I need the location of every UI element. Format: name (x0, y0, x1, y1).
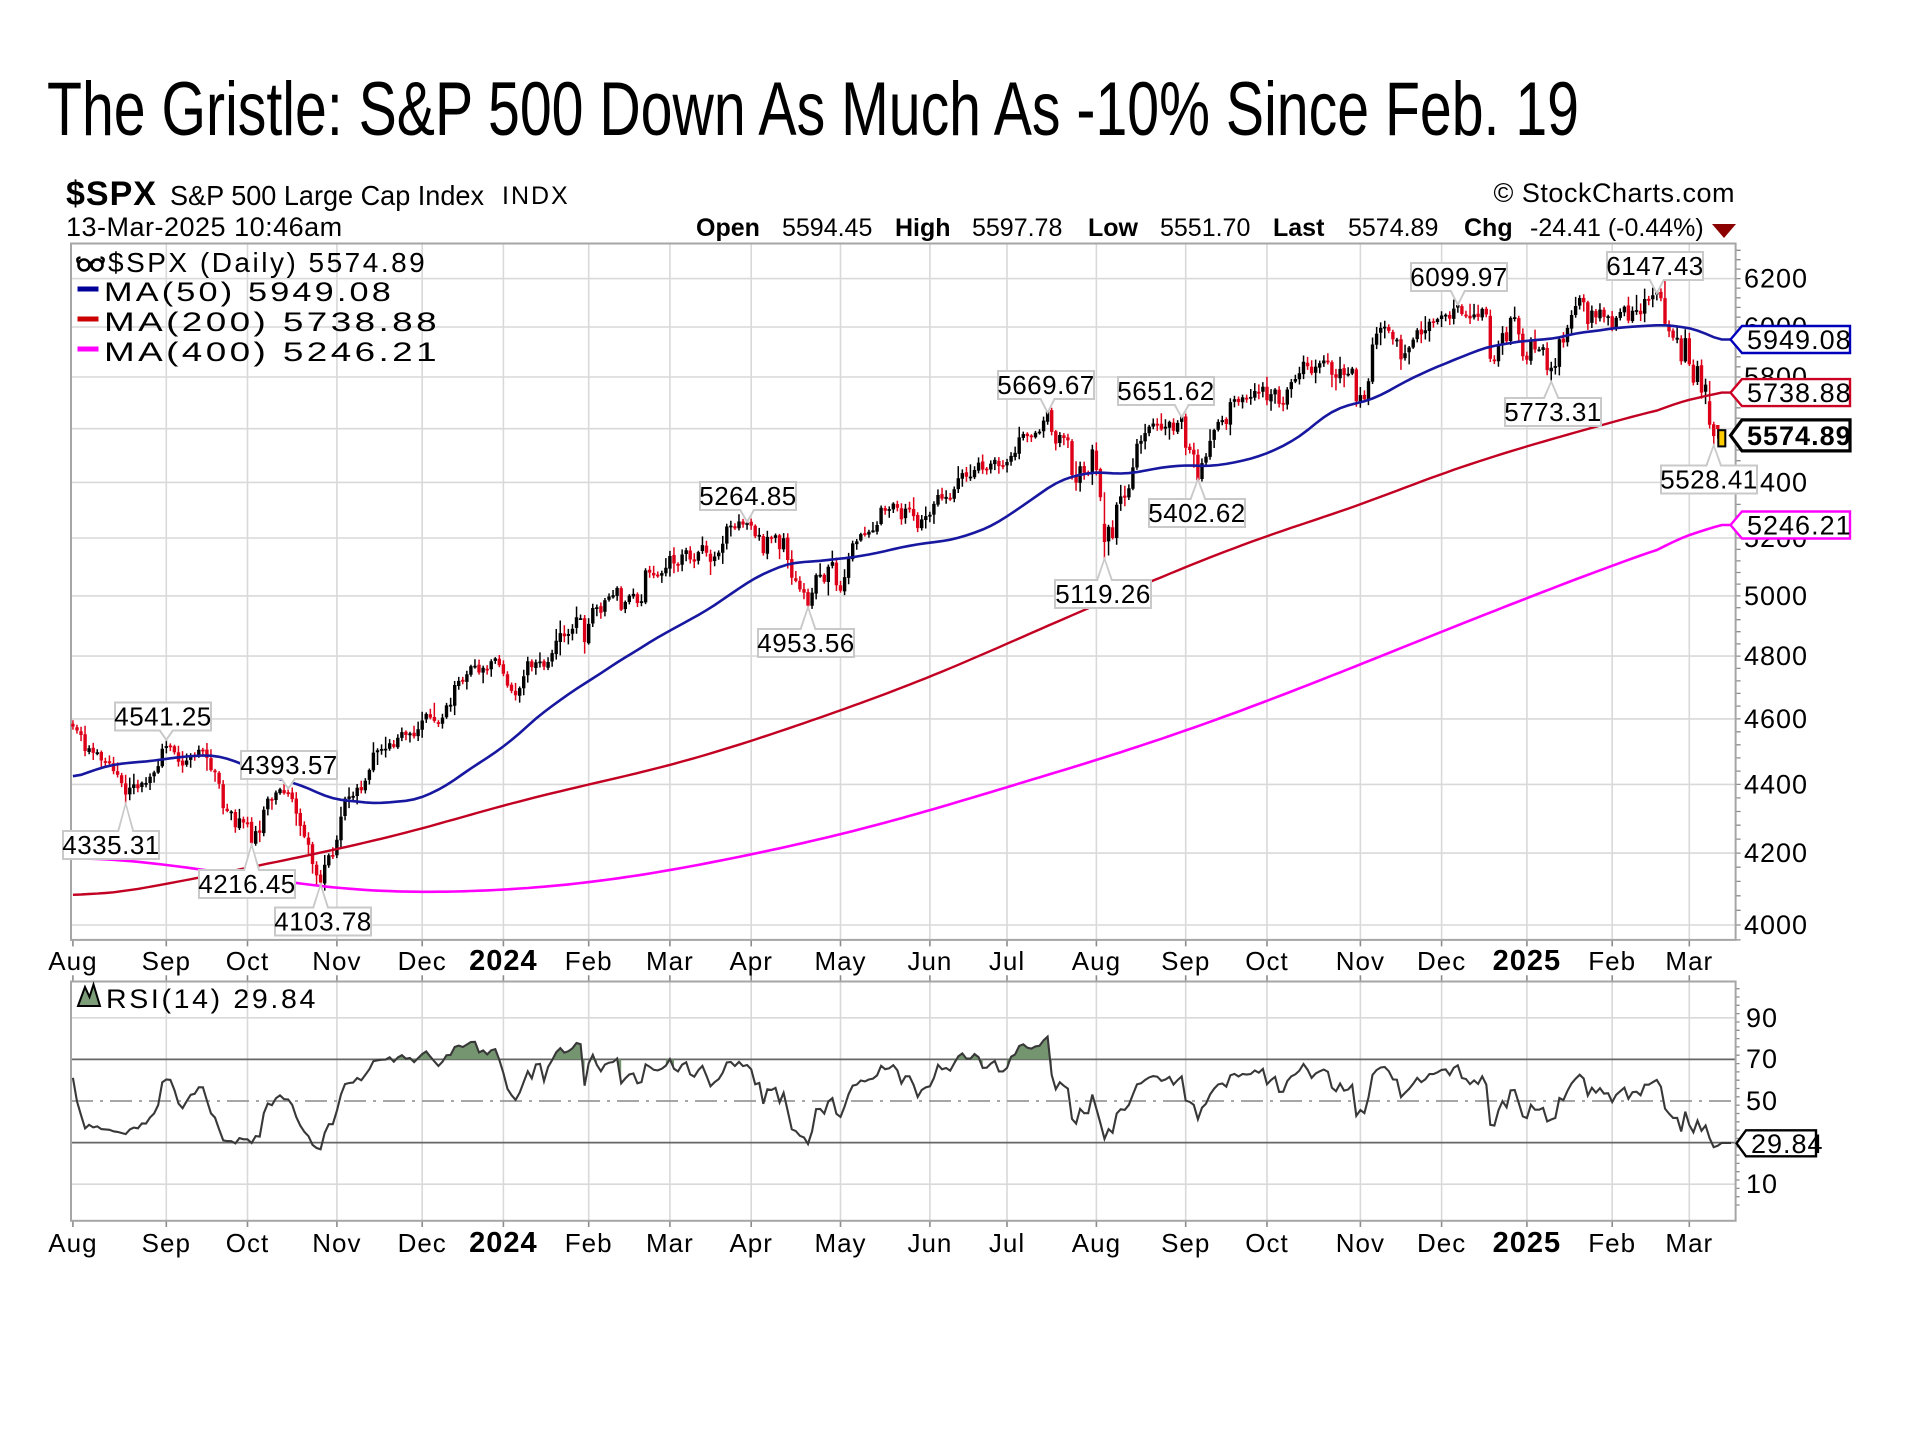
svg-text:Dec: Dec (1417, 946, 1466, 976)
svg-text:90: 90 (1746, 1003, 1778, 1033)
svg-text:Aug: Aug (48, 1228, 97, 1258)
svg-text:Chg: Chg (1464, 214, 1513, 242)
svg-text:5528.41: 5528.41 (1660, 465, 1757, 495)
svg-text:4393.57: 4393.57 (240, 750, 337, 780)
svg-text:5669.67: 5669.67 (997, 370, 1094, 400)
svg-text:4216.45: 4216.45 (198, 869, 295, 899)
svg-text:2024: 2024 (469, 1227, 538, 1259)
svg-text:© StockCharts.com: © StockCharts.com (1494, 178, 1735, 208)
svg-text:4800: 4800 (1744, 641, 1808, 671)
svg-text:Nov: Nov (312, 1228, 361, 1258)
svg-text:6099.97: 6099.97 (1410, 262, 1507, 292)
svg-text:13-Mar-2025 10:46am: 13-Mar-2025 10:46am (66, 212, 343, 242)
svg-text:Oct: Oct (226, 946, 269, 976)
svg-text:Sep: Sep (1161, 1228, 1210, 1258)
svg-text:High: High (895, 214, 951, 242)
svg-text:5264.85: 5264.85 (699, 481, 796, 511)
svg-text:5773.31: 5773.31 (1504, 397, 1601, 427)
svg-text:4400: 4400 (1744, 769, 1808, 799)
svg-text:2024: 2024 (469, 945, 538, 977)
svg-text:MA(50) 5949.08: MA(50) 5949.08 (104, 277, 394, 307)
svg-text:5949.08: 5949.08 (1747, 325, 1852, 355)
svg-text:Jun: Jun (907, 1228, 952, 1258)
svg-text:$SPX (Daily) 5574.89: $SPX (Daily) 5574.89 (108, 247, 427, 278)
svg-text:4200: 4200 (1744, 838, 1808, 868)
svg-text:Aug: Aug (1072, 1228, 1121, 1258)
svg-text:MA(200) 5738.88: MA(200) 5738.88 (104, 307, 440, 337)
svg-text:Last: Last (1273, 214, 1325, 242)
svg-text:Feb: Feb (565, 946, 613, 976)
svg-text:5594.45: 5594.45 (782, 214, 872, 242)
svg-text:The Gristle: S&P 500 Down As M: The Gristle: S&P 500 Down As Much As -10… (47, 67, 1579, 152)
svg-text:6147.43: 6147.43 (1606, 251, 1703, 281)
svg-text:4953.56: 4953.56 (757, 628, 854, 658)
svg-text:Sep: Sep (142, 1228, 191, 1258)
svg-text:2025: 2025 (1493, 1227, 1562, 1259)
svg-text:4541.25: 4541.25 (114, 702, 211, 732)
svg-text:5597.78: 5597.78 (972, 214, 1062, 242)
svg-text:Jun: Jun (907, 946, 952, 976)
svg-text:Mar: Mar (646, 1228, 694, 1258)
svg-text:Dec: Dec (1417, 1228, 1466, 1258)
svg-text:5246.21: 5246.21 (1747, 511, 1852, 541)
svg-text:Oct: Oct (1245, 1228, 1288, 1258)
svg-text:4335.31: 4335.31 (62, 830, 159, 860)
svg-text:MA(400) 5246.21: MA(400) 5246.21 (104, 337, 440, 367)
svg-text:5551.70: 5551.70 (1160, 214, 1250, 242)
svg-text:INDX: INDX (502, 182, 570, 210)
svg-text:2025: 2025 (1493, 945, 1562, 977)
svg-text:Apr: Apr (729, 1228, 772, 1258)
svg-text:4600: 4600 (1744, 704, 1808, 734)
svg-text:Aug: Aug (48, 946, 97, 976)
svg-text:10: 10 (1746, 1169, 1778, 1199)
svg-text:5119.26: 5119.26 (1055, 579, 1151, 609)
svg-text:70: 70 (1746, 1044, 1778, 1074)
svg-text:29.84: 29.84 (1751, 1129, 1824, 1159)
svg-text:Mar: Mar (646, 946, 694, 976)
svg-text:Open: Open (696, 214, 760, 242)
svg-text:May: May (814, 1228, 866, 1258)
svg-text:5574.89: 5574.89 (1747, 421, 1852, 451)
svg-text:5000: 5000 (1744, 581, 1808, 611)
svg-text:$SPX: $SPX (66, 175, 157, 213)
svg-text:RSI(14) 29.84: RSI(14) 29.84 (106, 984, 318, 1014)
svg-text:Nov: Nov (1336, 1228, 1385, 1258)
svg-text:Low: Low (1088, 214, 1139, 242)
svg-text:Jul: Jul (989, 1228, 1025, 1258)
svg-text:Apr: Apr (729, 946, 772, 976)
svg-text:4000: 4000 (1744, 910, 1808, 940)
svg-text:50: 50 (1746, 1086, 1778, 1116)
svg-text:Jul: Jul (989, 946, 1025, 976)
svg-text:Mar: Mar (1665, 946, 1713, 976)
svg-text:5738.88: 5738.88 (1747, 378, 1852, 408)
svg-text:-24.41 (-0.44%): -24.41 (-0.44%) (1530, 214, 1704, 242)
svg-text:5574.89: 5574.89 (1348, 214, 1438, 242)
svg-text:6200: 6200 (1744, 264, 1808, 294)
svg-text:4103.78: 4103.78 (274, 907, 371, 937)
svg-text:5402.62: 5402.62 (1148, 498, 1245, 528)
svg-text:May: May (814, 946, 866, 976)
svg-text:Feb: Feb (565, 1228, 613, 1258)
svg-text:Oct: Oct (1245, 946, 1288, 976)
svg-text:Dec: Dec (398, 946, 447, 976)
svg-text:Sep: Sep (1161, 946, 1210, 976)
svg-text:Nov: Nov (1336, 946, 1385, 976)
svg-text:S&P 500 Large Cap Index: S&P 500 Large Cap Index (170, 180, 484, 211)
svg-text:Nov: Nov (312, 946, 361, 976)
svg-text:Oct: Oct (226, 1228, 269, 1258)
svg-text:5651.62: 5651.62 (1117, 376, 1214, 406)
svg-text:Feb: Feb (1588, 1228, 1636, 1258)
svg-text:Aug: Aug (1072, 946, 1121, 976)
svg-text:Feb: Feb (1588, 946, 1636, 976)
svg-text:Mar: Mar (1665, 1228, 1713, 1258)
svg-text:Dec: Dec (398, 1228, 447, 1258)
svg-text:Sep: Sep (142, 946, 191, 976)
